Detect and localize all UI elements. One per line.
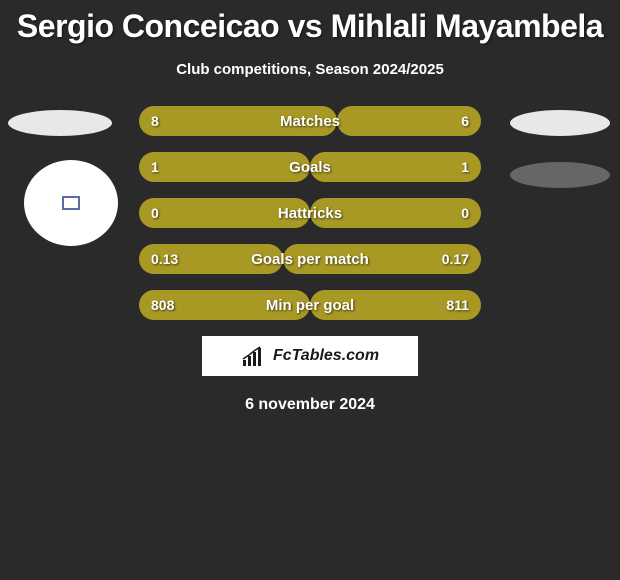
subtitle: Club competitions, Season 2024/2025 bbox=[0, 61, 620, 78]
stat-value-right: 1 bbox=[461, 159, 469, 175]
stat-row: 0.13 Goals per match 0.17 bbox=[139, 244, 481, 274]
stat-value-right: 811 bbox=[446, 297, 469, 313]
player1-name: Sergio Conceicao bbox=[17, 8, 279, 44]
stat-label: Goals per match bbox=[251, 251, 369, 268]
page-title: Sergio Conceicao vs Mihlali Mayambela bbox=[0, 8, 620, 45]
placeholder-icon bbox=[62, 196, 80, 210]
stat-value-right: 6 bbox=[461, 113, 469, 129]
stat-row: 808 Min per goal 811 bbox=[139, 290, 481, 320]
date-text: 6 november 2024 bbox=[0, 396, 620, 414]
stat-value-left: 0.13 bbox=[151, 251, 178, 267]
decor-ellipse-right-mid bbox=[510, 162, 610, 188]
stat-value-left: 8 bbox=[151, 113, 159, 129]
stat-value-left: 0 bbox=[151, 205, 159, 221]
stat-label: Min per goal bbox=[266, 297, 354, 314]
vs-text: vs bbox=[288, 8, 323, 44]
stat-label: Matches bbox=[280, 113, 340, 130]
decor-ellipse-left bbox=[8, 110, 112, 136]
container: Sergio Conceicao vs Mihlali Mayambela Cl… bbox=[0, 0, 620, 414]
chart-icon bbox=[241, 346, 267, 366]
logo-text: FcTables.com bbox=[273, 347, 379, 365]
stats-table: 8 Matches 6 1 Goals 1 0 Hattricks 0 0.13 Goals per… bbox=[139, 106, 481, 320]
stat-value-right: 0 bbox=[461, 205, 469, 221]
stat-label: Goals bbox=[289, 159, 331, 176]
stat-value-left: 808 bbox=[151, 297, 174, 313]
decor-circle-left bbox=[24, 160, 118, 246]
stat-label: Hattricks bbox=[278, 205, 342, 222]
stat-bar-right bbox=[310, 152, 481, 182]
decor-ellipse-right-top bbox=[510, 110, 610, 136]
stat-row: 0 Hattricks 0 bbox=[139, 198, 481, 228]
stat-value-right: 0.17 bbox=[442, 251, 469, 267]
main-area: 8 Matches 6 1 Goals 1 0 Hattricks 0 0.13 Goals per… bbox=[0, 106, 620, 320]
stat-row: 1 Goals 1 bbox=[139, 152, 481, 182]
logo-box: FcTables.com bbox=[202, 336, 418, 376]
stat-row: 8 Matches 6 bbox=[139, 106, 481, 136]
stat-value-left: 1 bbox=[151, 159, 159, 175]
player2-name: Mihlali Mayambela bbox=[331, 8, 603, 44]
stat-bar-left bbox=[139, 152, 310, 182]
stat-bar-right bbox=[337, 106, 481, 136]
